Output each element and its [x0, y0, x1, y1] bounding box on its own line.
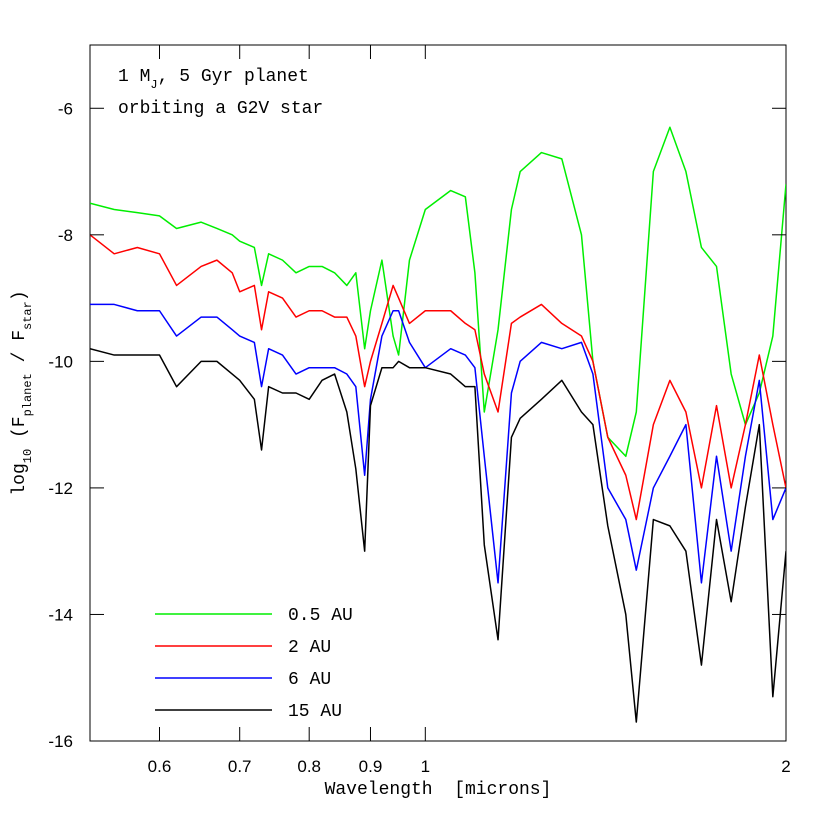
- plot-frame: [89, 44, 787, 742]
- x-tick-label: 2: [781, 757, 790, 776]
- annotation: orbiting a G2V star: [118, 99, 323, 119]
- y-tick-label: -10: [48, 352, 73, 371]
- text-part: (F: [10, 416, 30, 448]
- legend-label: 0.5 AU: [288, 606, 353, 626]
- series-line: [90, 126, 786, 458]
- legend-label: 6 AU: [288, 670, 331, 690]
- text-part: 1 M: [118, 67, 150, 87]
- legend-label: 15 AU: [288, 702, 342, 722]
- subscript: J: [150, 78, 157, 92]
- y-tick-label: -14: [48, 605, 73, 624]
- text-part: orbiting a G2V star: [118, 99, 323, 119]
- series-line: [90, 347, 786, 723]
- text-part: / F: [10, 330, 30, 373]
- y-tick-label: -12: [48, 479, 73, 498]
- subscript: 10: [21, 449, 35, 463]
- y-tick-label: -6: [58, 99, 73, 118]
- legend-label: 2 AU: [288, 638, 331, 658]
- x-tick-label: 1: [421, 757, 430, 776]
- y-tick-label: -8: [58, 226, 73, 245]
- text-part: , 5 Gyr planet: [158, 67, 309, 87]
- text-part: ): [10, 290, 30, 301]
- x-tick-label: 0.9: [359, 757, 383, 776]
- x-axis-label: Wavelength [microns]: [325, 780, 552, 800]
- series-line: [90, 303, 786, 584]
- plot-area: [90, 126, 786, 723]
- series-line: [90, 234, 786, 521]
- subscript: star: [21, 301, 35, 330]
- x-tick-label: 0.6: [148, 757, 172, 776]
- x-tick-label: 0.7: [228, 757, 252, 776]
- text-part: log: [10, 463, 30, 495]
- annotation: 1 MJ, 5 Gyr planet: [118, 67, 309, 92]
- y-tick-label: -16: [48, 732, 73, 751]
- subscript: planet: [21, 373, 35, 416]
- x-tick-label: 0.8: [297, 757, 321, 776]
- y-axis-label: log10 (Fplanet / Fstar): [10, 290, 35, 495]
